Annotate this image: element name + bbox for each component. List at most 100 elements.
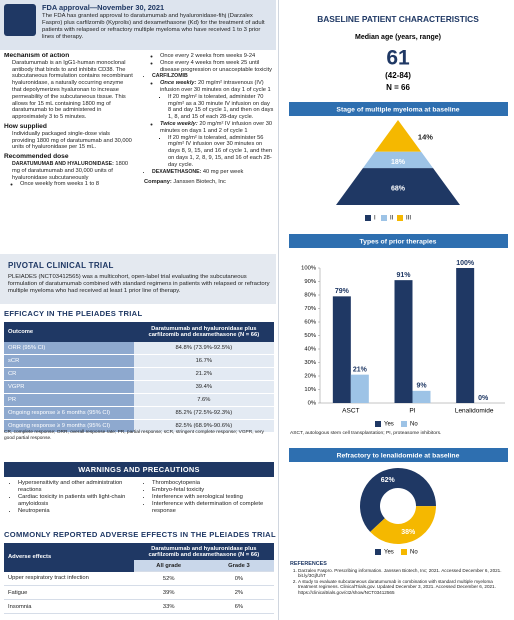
row: Insomnia 33% 6% <box>4 599 274 614</box>
cell: 0% <box>203 571 274 586</box>
pivotal-title: PIVOTAL CLINICAL TRIAL <box>8 261 114 270</box>
bar <box>412 390 431 403</box>
age-range: (42-84) <box>385 71 411 80</box>
cell: 84.8% (73.9%-92.5%) <box>133 342 274 355</box>
reference: Darzalex Faspro. Prescribing information… <box>298 568 510 579</box>
sub-bullet: Once every 4 weeks from week 25 until di… <box>160 60 274 74</box>
age-label: Median age (years, range) <box>355 34 441 41</box>
row: CR 21.2% <box>4 367 274 381</box>
efficacy-title: EFFICACY IN THE PLEIADES TRIAL <box>4 309 143 318</box>
bar <box>394 280 413 403</box>
bar-label: 21% <box>353 366 368 373</box>
bullet-list: DARATUMUMAB AND HYALURONIDASE: 1800 mg o… <box>4 53 274 188</box>
cell: 33% <box>133 599 204 614</box>
regimen: Twice weekly: 20 mg/m² IV infusion over … <box>160 121 274 169</box>
row: sCR 16.7% <box>4 354 274 368</box>
warning: Thrombocytopenia <box>152 480 278 487</box>
references: REFERENCES Darzalex Faspro. Prescribing … <box>290 561 510 596</box>
bullet-list: Daratumumab is an IgG1-human monoclonal … <box>4 60 134 121</box>
warning: Embryo-fetal toxicity <box>152 487 278 494</box>
y-tick-label: 10% <box>304 387 316 393</box>
section-title: Stage of multiple myeloma at baseline <box>336 106 459 113</box>
bar <box>350 374 369 403</box>
sub-list: If 20 mg/m² is tolerated, administer 70 … <box>160 94 274 121</box>
legend-label: Yes <box>384 422 394 428</box>
regimen: Once weekly: 20 mg/m² intravenous (IV) i… <box>160 80 274 121</box>
legend-label: No <box>410 550 418 556</box>
cell: 82.5% (68.9%-90.6%) <box>133 419 274 433</box>
legend-swatch <box>381 215 387 221</box>
bullet: CARFILZOMIBOnce weekly: 20 mg/m² intrave… <box>152 73 274 168</box>
header-row: Adverse effects Daratumumab and hyaluroni… <box>4 543 274 572</box>
header-cell: Daratumumab and hyaluronidase plus carfi… <box>133 322 274 342</box>
row: Upper respiratory tract infection 52% 0% <box>4 571 274 586</box>
x-tick-label: Lenalidomide <box>455 408 494 415</box>
cell: 52% <box>133 571 204 586</box>
legend-label: II <box>390 216 394 222</box>
legend-label: I <box>374 216 376 222</box>
regimen-lead: Once weekly: <box>160 80 197 87</box>
patient-count: N = 66 <box>386 83 410 92</box>
sub-list: Once weekly: 20 mg/m² intravenous (IV) i… <box>152 80 274 168</box>
section-heading: How supplied <box>4 122 47 130</box>
row: Ongoing response ≥ 6 months (95% CI) 85.2… <box>4 406 274 420</box>
section-title: Types of prior therapies <box>360 238 437 245</box>
reference: A study to evaluate subcutaneous daratum… <box>298 579 510 596</box>
section-banner <box>289 102 508 116</box>
cell: 21.2% <box>133 367 274 381</box>
bar <box>332 296 351 403</box>
y-tick-label: 40% <box>304 347 316 353</box>
section-banner <box>289 448 508 462</box>
therapies-note: ASCT, autologous stem cell transplantati… <box>290 431 442 436</box>
y-tick-label: 50% <box>304 333 316 339</box>
donut-segment <box>370 506 436 545</box>
segment-label: 62% <box>381 477 396 484</box>
pyramid-segment <box>336 168 460 205</box>
header-cell: Adverse effects <box>4 543 134 572</box>
warning: Interference with serological testing <box>152 494 278 501</box>
y-tick-label: 100% <box>301 266 316 272</box>
cell: PR <box>4 393 134 407</box>
bar-label: 9% <box>416 383 427 390</box>
warning: Neutropenia <box>18 508 144 515</box>
fda-box: FDA approval—November 30, 2021 The FDA h… <box>0 0 276 50</box>
segment-label: 38% <box>401 529 416 536</box>
cell: 39.4% <box>133 380 274 394</box>
drug-info: Mechanism of actionDaratumumab is an IgG… <box>4 53 274 249</box>
legend-swatch <box>375 549 381 555</box>
cell: Upper respiratory tract infection <box>4 571 134 586</box>
dose-text: 1800 mg of daratumumab and 30,000 units … <box>12 160 129 181</box>
row: VGPR 39.4% <box>4 380 274 394</box>
row: Fatigue 39% 2% <box>4 585 274 600</box>
section-heading: Mechanism of action <box>4 53 70 59</box>
warnings-list: Hypersensitivity and other administratio… <box>10 480 278 515</box>
regimen-text: 20 mg/m² IV infusion over 30 minutes on … <box>160 120 273 134</box>
fda-text: The FDA has granted approval to daratumu… <box>42 13 265 40</box>
header-row: Outcome Daratumumab and hyaluronidase plu… <box>4 322 274 342</box>
sub-bullet: Once every 2 weeks from weeks 9-24 <box>160 53 274 60</box>
pyramid-segment <box>362 151 434 169</box>
company-name: Janssen Biotech, Inc <box>173 179 226 186</box>
median-age: 61 <box>386 47 410 70</box>
cell: 39% <box>133 585 204 600</box>
bar-label: 91% <box>396 272 411 279</box>
cell: 2% <box>203 585 274 600</box>
legend-swatch <box>401 421 407 427</box>
fda-icon <box>4 4 36 36</box>
pivotal-text: PLEIADES (NCT03412565) was a multicohort… <box>8 274 270 294</box>
references-title: REFERENCES <box>290 561 327 567</box>
subheader-row: All grade Grade 3 <box>4 560 274 572</box>
company-lead: Company: <box>144 179 172 186</box>
sub-list: If 20 mg/m² is tolerated, administer 56 … <box>160 135 274 169</box>
x-tick-label: PI <box>409 408 415 415</box>
cell: Insomnia <box>4 599 134 614</box>
dose-text: 40 mg per week <box>202 168 244 175</box>
donut-segment <box>360 468 436 532</box>
warning: Cardiac toxicity in patients with light-… <box>18 494 144 508</box>
bar-label: 79% <box>335 288 350 295</box>
drug-name: DEXAMETHASONE: <box>152 168 202 175</box>
y-tick-label: 90% <box>304 279 316 285</box>
adverse-title: COMMONLY REPORTED ADVERSE EFFECTS IN THE… <box>4 530 276 539</box>
